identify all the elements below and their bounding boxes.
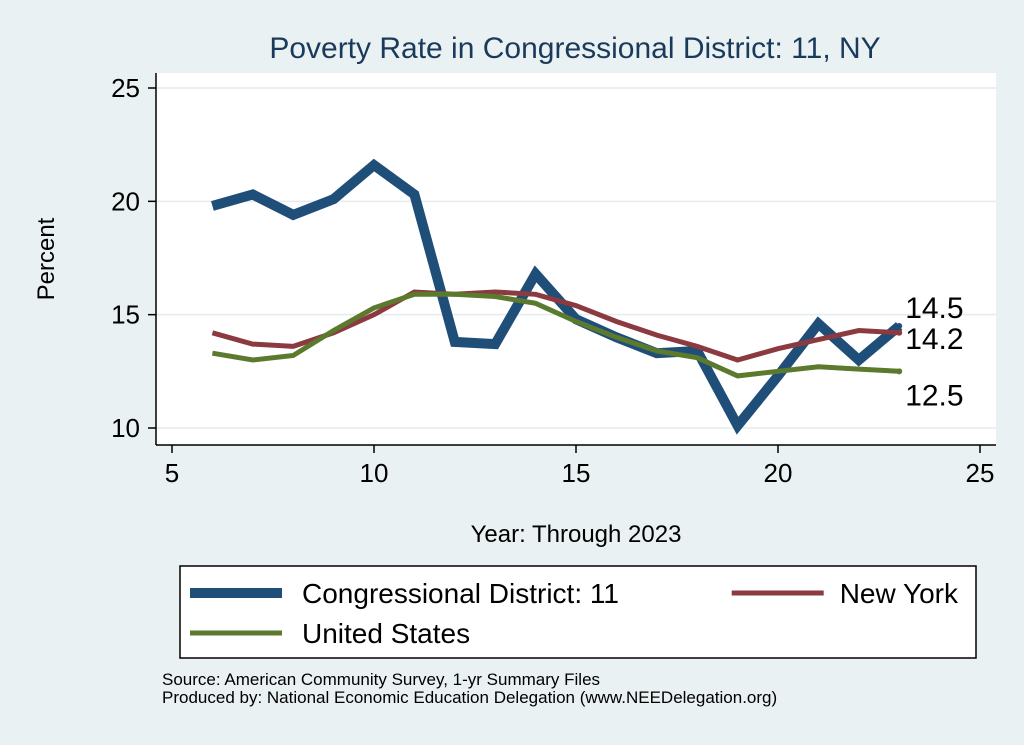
- end-labels: 14.514.2 12.5: [905, 292, 963, 412]
- end-value-label: 14.5: [905, 292, 963, 325]
- y-tick-label: 10: [111, 413, 140, 443]
- series-end-point: [896, 323, 903, 329]
- end-value-label: 12.5: [905, 379, 963, 412]
- series-end-point: [896, 329, 903, 336]
- legend-box: [179, 565, 977, 659]
- y-tick-label: 25: [111, 73, 140, 103]
- x-tick-label: 20: [764, 458, 793, 488]
- source-note: Source: American Community Survey, 1-yr …: [162, 670, 601, 689]
- y-axis-title: Percent: [33, 217, 60, 300]
- x-tick-label: 15: [562, 458, 591, 488]
- y-tick-label: 15: [111, 300, 140, 330]
- chart-title: Poverty Rate in Congressional District: …: [269, 32, 880, 65]
- y-tick-label: 20: [111, 186, 140, 216]
- x-tick-label: 5: [165, 458, 179, 488]
- series-end-point: [896, 368, 903, 375]
- series-line-2: [211, 291, 900, 379]
- produced-note: Produced by: National Economic Education…: [162, 688, 778, 707]
- legend-label: United States: [302, 618, 470, 649]
- x-axis-title: Year: Through 2023: [471, 521, 682, 548]
- grid-lines: [156, 87, 996, 429]
- legend-label: Congressional District: 11: [302, 578, 619, 609]
- plot-area: [156, 73, 996, 445]
- series-lines: [211, 158, 903, 435]
- end-value-label: 14.2: [905, 323, 963, 356]
- axes: 10 15 20 25 5 10 15 20 25: [111, 73, 996, 488]
- x-tick-label: 10: [360, 458, 389, 488]
- x-tick-label: 25: [966, 458, 995, 488]
- legend-label: New York: [840, 578, 959, 609]
- legend: Congressional District: 11 New York United…: [190, 578, 959, 649]
- series-line-0: [211, 158, 903, 435]
